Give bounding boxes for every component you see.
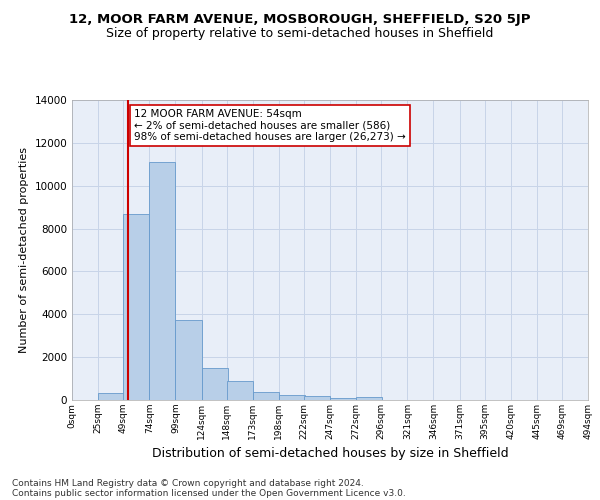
Text: Contains public sector information licensed under the Open Government Licence v3: Contains public sector information licen… <box>12 488 406 498</box>
Bar <box>330 398 356 400</box>
Bar <box>279 395 305 400</box>
Text: 12, MOOR FARM AVENUE, MOSBOROUGH, SHEFFIELD, S20 5JP: 12, MOOR FARM AVENUE, MOSBOROUGH, SHEFFI… <box>69 12 531 26</box>
Bar <box>123 214 149 400</box>
Bar <box>227 380 253 400</box>
Bar <box>175 320 202 400</box>
Bar <box>149 162 175 400</box>
Y-axis label: Number of semi-detached properties: Number of semi-detached properties <box>19 147 29 353</box>
Bar <box>356 397 382 400</box>
Bar <box>202 368 227 400</box>
Text: Size of property relative to semi-detached houses in Sheffield: Size of property relative to semi-detach… <box>106 28 494 40</box>
X-axis label: Distribution of semi-detached houses by size in Sheffield: Distribution of semi-detached houses by … <box>152 448 508 460</box>
Text: Contains HM Land Registry data © Crown copyright and database right 2024.: Contains HM Land Registry data © Crown c… <box>12 478 364 488</box>
Bar <box>98 392 124 400</box>
Bar <box>304 396 330 400</box>
Bar <box>253 392 279 400</box>
Text: 12 MOOR FARM AVENUE: 54sqm
← 2% of semi-detached houses are smaller (586)
98% of: 12 MOOR FARM AVENUE: 54sqm ← 2% of semi-… <box>134 109 406 142</box>
